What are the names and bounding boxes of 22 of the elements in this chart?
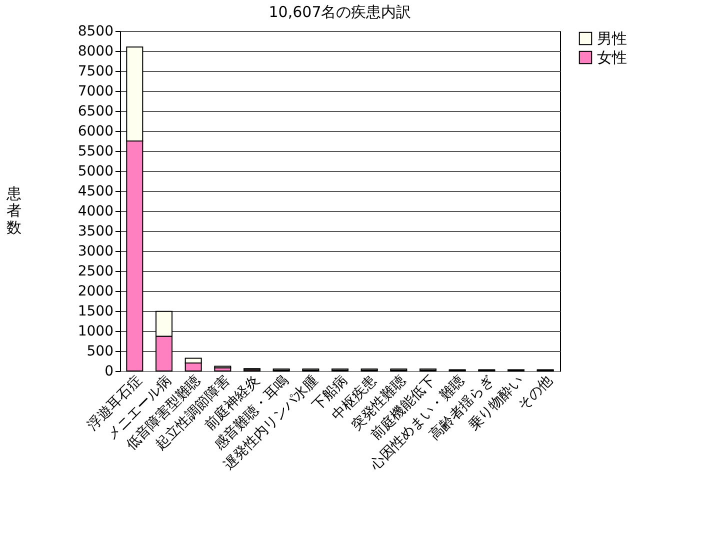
y-tick-label: 3500 [78,224,114,240]
y-tick-label: 6000 [78,124,114,140]
y-tick-label: 5000 [78,164,114,180]
y-tick-label: 3000 [78,244,114,260]
legend-label: 女性 [597,48,627,66]
y-tick-label: 8500 [78,24,114,40]
legend-label: 男性 [597,30,627,48]
y-tick-label: 0 [104,364,114,380]
y-tick-label: 2500 [78,264,114,280]
y-tick-label: 500 [86,344,114,360]
y-tick-label: 1500 [78,304,114,320]
y-axis-title: 患者数 [5,184,22,236]
y-tick-label: 1000 [78,324,114,340]
y-tick-label: 5500 [78,144,114,160]
y-tick-label: 7000 [78,84,114,100]
y-tick-label: 7500 [78,64,114,80]
y-tick-label: 8000 [78,44,114,60]
y-tick-label: 2000 [78,284,114,300]
chart-title: 10,607名の疾患内訳 [268,3,412,21]
y-tick-label: 4500 [78,184,114,200]
y-tick-label: 4000 [78,204,114,220]
y-tick-label: 6500 [78,104,114,120]
